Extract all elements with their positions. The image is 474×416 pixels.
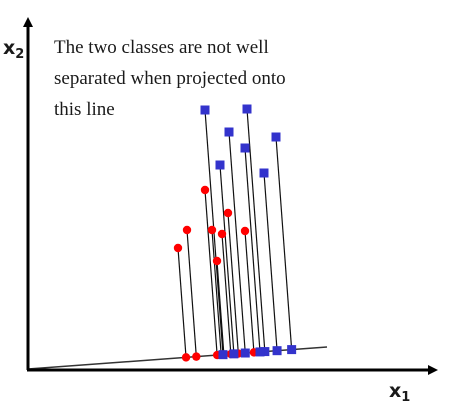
projected-points <box>181 345 297 362</box>
y-axis-label: x2 <box>3 37 25 62</box>
projected-blue-point <box>255 347 265 357</box>
caption-line-2: separated when projected onto <box>54 68 286 89</box>
projection-axis-line <box>27 346 328 370</box>
projection-segment <box>221 233 232 355</box>
projection-segment <box>216 260 225 355</box>
projection-segment <box>177 247 187 358</box>
projected-blue-point <box>260 347 270 357</box>
blue-data-point <box>224 127 234 137</box>
red-data-point <box>212 256 222 266</box>
projection-segment <box>186 229 197 357</box>
red-data-point <box>217 229 227 239</box>
red-data-point <box>182 225 192 235</box>
blue-data-point <box>271 132 281 142</box>
blue-data-point <box>240 143 250 153</box>
projection-segment <box>228 131 246 354</box>
projected-blue-point <box>229 349 239 359</box>
projected-blue-point <box>240 348 250 358</box>
projection-segment <box>275 136 293 350</box>
projection-segment <box>204 189 218 356</box>
projected-blue-point <box>287 345 297 355</box>
projected-blue-point <box>272 346 282 356</box>
projection-segment <box>244 147 261 352</box>
blue-data-point <box>200 105 210 115</box>
red-data-point <box>223 208 233 218</box>
projection-segment <box>227 212 239 354</box>
x-axis-label: x1 <box>389 380 411 405</box>
projection-segment <box>263 172 278 351</box>
projected-red-point <box>192 352 201 361</box>
red-data-point <box>240 226 250 236</box>
projection-segment <box>246 108 266 352</box>
blue-data-point <box>215 160 225 170</box>
projection-segment <box>219 164 235 354</box>
diagram-caption: The two classes are not well separated w… <box>54 32 354 125</box>
blue-data-point <box>242 104 252 114</box>
red-data-point <box>200 185 210 195</box>
red-data-point <box>173 243 183 253</box>
projection-segment <box>244 230 255 353</box>
data-points <box>173 104 281 266</box>
red-data-point <box>207 225 217 235</box>
caption-line-1: The two classes are not well <box>54 37 269 58</box>
projection-segment <box>211 229 222 355</box>
projected-red-point <box>181 353 191 362</box>
caption-line-3: this line <box>54 99 115 120</box>
projected-blue-point <box>218 350 228 360</box>
blue-data-point <box>259 168 269 178</box>
projection-lines <box>177 108 293 358</box>
